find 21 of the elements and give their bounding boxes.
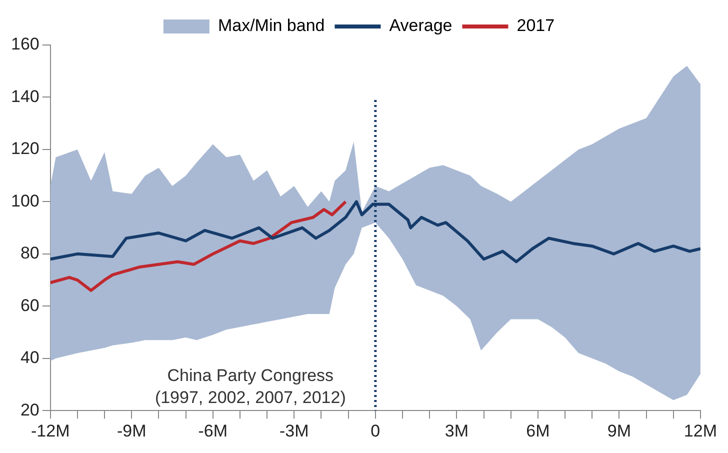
y-tick-label: 40 — [20, 348, 40, 368]
y-tick-label: 100 — [10, 191, 40, 210]
x-tick-label: -6M — [198, 421, 228, 440]
x-tick-label: -9M — [116, 421, 146, 440]
ref-line-label: China Party Congress (1997, 2002, 2007, 2012) — [154, 366, 346, 407]
y-tick-label: 80 — [20, 244, 40, 263]
x-tick-label: 12M — [684, 421, 718, 440]
legend-label: Max/Min band — [218, 16, 325, 36]
y-tick-label: 120 — [10, 139, 40, 158]
x-tick-label: -12M — [30, 421, 70, 440]
legend-label: Average — [389, 16, 452, 36]
y-tick-label: 60 — [20, 296, 40, 315]
x-tick-label: 0 — [370, 421, 380, 440]
x-tick-label: 6M — [526, 421, 550, 440]
y-tick-label: 20 — [20, 400, 40, 420]
y-tick-label: 160 — [10, 34, 40, 54]
x-tick-label: -3M — [280, 421, 309, 440]
x-tick-label: 9M — [607, 421, 632, 440]
x-tick-label: 3M — [444, 421, 468, 440]
y-tick-label: 140 — [10, 86, 40, 106]
legend-label: 2017 — [516, 16, 555, 36]
